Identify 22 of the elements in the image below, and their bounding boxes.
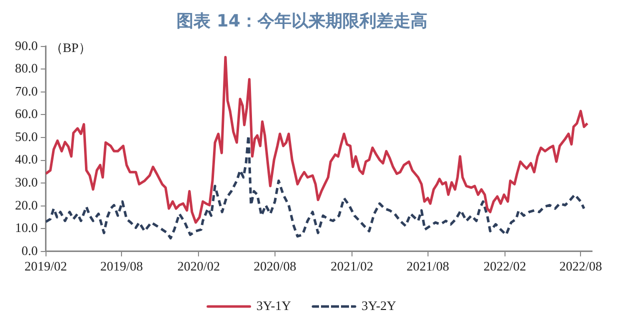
y-tick-label: 10.0 <box>15 220 38 236</box>
x-tick-label: 2020/08 <box>254 258 296 274</box>
legend-label: 3Y-2Y <box>362 298 397 313</box>
x-tick-label: 2020/02 <box>177 258 220 274</box>
y-tick-label: 30.0 <box>15 174 38 190</box>
x-tick-label: 2022/08 <box>559 258 602 274</box>
y-tick-label: 40.0 <box>15 152 38 167</box>
y-tick-label: 90.0 <box>15 38 38 53</box>
y-tick-label: 80.0 <box>15 60 38 76</box>
x-tick-label: 2019/08 <box>100 258 143 274</box>
x-tick-label: 2021/08 <box>406 258 450 274</box>
x-tick-label: 2022/02 <box>484 258 526 274</box>
y-tick-label: 70.0 <box>15 83 38 98</box>
x-tick-label: 2019/02 <box>24 258 68 274</box>
y-tick-label: 60.0 <box>15 106 38 122</box>
y-tick-label: 50.0 <box>15 128 38 144</box>
y-tick-label: 0.0 <box>22 242 38 258</box>
chart-title: 图表 14：今年以来期限利差走高 <box>176 12 428 32</box>
y-axis-title: （BP） <box>50 40 92 55</box>
legend-label: 3Y-1Y <box>256 298 292 313</box>
y-tick-label: 20.0 <box>15 197 38 212</box>
x-tick-label: 2021/02 <box>330 258 374 274</box>
